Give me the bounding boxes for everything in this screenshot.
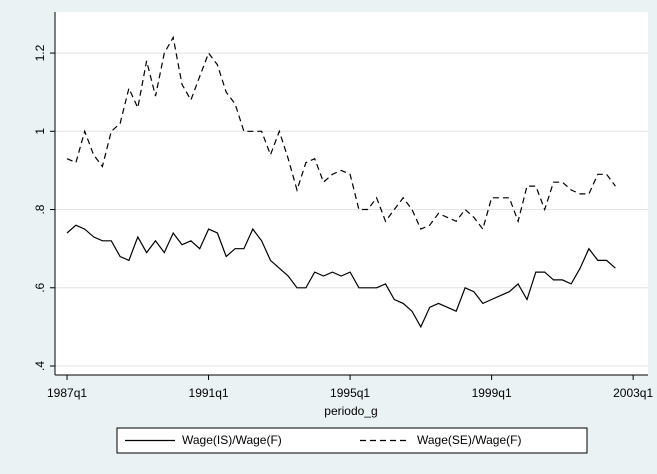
- legend-box: [116, 427, 588, 454]
- y-tick-label: .8: [33, 204, 47, 214]
- y-tick-label: 1.2: [33, 44, 47, 61]
- series-line: [66, 35, 616, 231]
- legend-label: Wage(IS)/Wage(F): [182, 433, 282, 447]
- x-tick-label: 1995q1: [330, 386, 370, 400]
- plot-area: [55, 12, 648, 375]
- series-line: [66, 224, 616, 329]
- y-tick-label: .6: [33, 282, 47, 292]
- x-axis-label: periodo_g: [324, 404, 377, 418]
- x-tick-label: 2003q1: [613, 386, 653, 400]
- y-tick-label: .4: [33, 361, 47, 371]
- x-tick-label: 1987q1: [47, 386, 87, 400]
- x-tick-label: 1991q1: [189, 386, 229, 400]
- y-tick-label: 1: [33, 128, 47, 135]
- legend-label: Wage(SE)/Wage(F): [417, 433, 521, 447]
- x-tick-label: 1999q1: [472, 386, 512, 400]
